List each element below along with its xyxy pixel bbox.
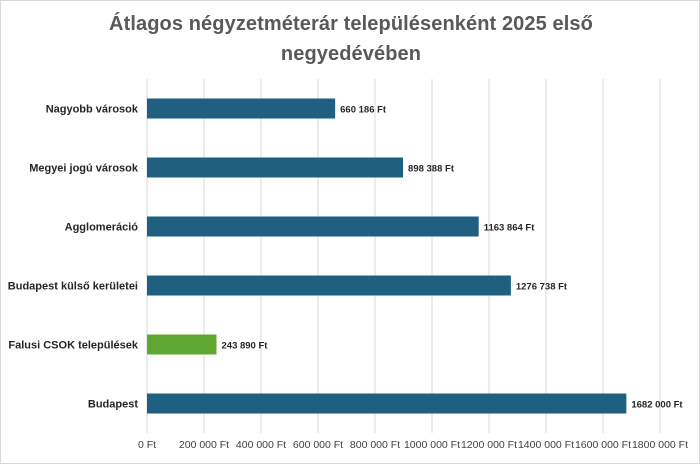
x-tick-label: 200 000 Ft [179,439,229,451]
bar [147,334,217,355]
x-tick-label: 1400 000 Ft [518,439,574,451]
x-tick-label: 0 Ft [138,439,156,451]
chart-title-line-1: Átlagos négyzetméterár településenként 2… [109,13,593,35]
x-tick-label: 1000 000 Ft [404,439,460,451]
bar [147,157,404,178]
x-tick-label: 600 000 Ft [293,439,343,451]
data-label: 898 388 Ft [408,164,455,175]
category-label: Nagyobb városok [46,104,139,116]
category-label: Budapest [88,399,138,411]
x-tick-label: 800 000 Ft [350,439,400,451]
x-tick-label: 1600 000 Ft [575,439,631,451]
chart-title: Átlagos négyzetméterár településenként 2… [1,9,699,69]
data-label: 243 890 Ft [222,341,269,352]
category-label: Agglomeráció [65,222,139,234]
bar [147,393,627,414]
bar [147,275,511,296]
data-label: 1682 000 Ft [631,400,683,411]
bar [147,216,479,237]
x-tick-label: 400 000 Ft [236,439,286,451]
bar [147,98,336,119]
category-label: Budapest külső kerületei [8,281,138,293]
data-label: 1163 864 Ft [484,223,536,234]
x-tick-label: 1200 000 Ft [461,439,517,451]
data-label: 1276 738 Ft [516,282,568,293]
category-label: Megyei jogú városok [29,163,139,175]
x-tick-label: 1800 000 Ft [632,439,688,451]
data-label: 660 186 Ft [340,105,387,116]
category-label: Falusi CSOK települések [8,340,138,352]
chart-title-line-2: negyedévében [280,43,422,65]
